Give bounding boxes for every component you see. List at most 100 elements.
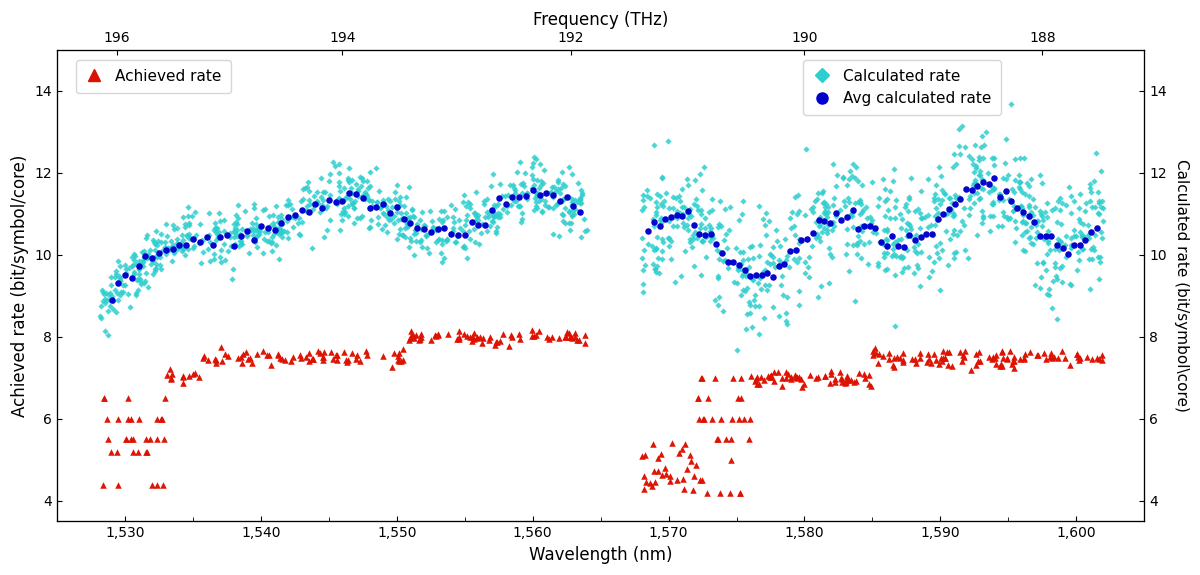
Point	[773, 381, 792, 390]
Point	[882, 251, 901, 260]
Point	[944, 248, 964, 258]
Point	[498, 190, 517, 200]
Point	[772, 258, 791, 267]
Point	[802, 205, 821, 214]
Point	[940, 205, 959, 214]
Point	[727, 278, 746, 288]
Point	[1085, 202, 1104, 211]
Point	[551, 197, 570, 206]
Point	[394, 214, 413, 223]
Point	[550, 231, 569, 240]
Point	[1070, 217, 1090, 227]
Point	[1033, 216, 1052, 225]
Point	[770, 241, 790, 250]
Point	[708, 435, 727, 444]
Point	[154, 246, 173, 255]
Point	[659, 136, 678, 145]
Point	[894, 252, 913, 262]
Point	[971, 143, 990, 152]
Point	[319, 196, 338, 205]
Point	[392, 231, 412, 240]
Point	[973, 185, 992, 194]
Point	[300, 196, 319, 205]
Point	[896, 225, 916, 235]
Point	[780, 213, 799, 223]
Point	[553, 217, 572, 226]
Point	[152, 414, 172, 423]
Point	[922, 359, 941, 368]
Point	[116, 264, 136, 274]
X-axis label: Wavelength (nm): Wavelength (nm)	[529, 546, 672, 564]
Point	[91, 313, 110, 322]
Point	[481, 182, 500, 191]
Point	[1061, 279, 1080, 289]
Point	[356, 177, 376, 186]
Point	[942, 198, 961, 208]
Point	[1036, 232, 1055, 241]
Point	[697, 488, 716, 497]
Point	[200, 256, 220, 265]
Point	[650, 222, 670, 231]
Point	[430, 235, 449, 244]
Point	[792, 382, 811, 392]
Point	[294, 184, 313, 193]
Point	[1014, 210, 1033, 220]
Point	[847, 239, 866, 248]
Point	[827, 170, 846, 179]
Point	[180, 219, 199, 228]
Point	[1068, 349, 1087, 358]
Point	[138, 447, 157, 457]
Point	[826, 182, 845, 191]
Point	[398, 213, 418, 223]
Point	[938, 360, 958, 369]
Point	[478, 227, 497, 236]
Point	[848, 176, 868, 185]
Point	[226, 242, 245, 251]
Point	[127, 275, 146, 285]
Point	[814, 199, 833, 208]
Point	[661, 255, 680, 264]
Point	[916, 213, 935, 222]
Point	[466, 187, 485, 197]
Point	[130, 264, 149, 274]
Point	[1060, 183, 1079, 192]
Point	[967, 179, 986, 188]
Point	[296, 207, 316, 216]
Point	[667, 211, 686, 220]
Point	[890, 252, 910, 261]
Point	[180, 233, 199, 243]
Point	[692, 236, 712, 246]
Point	[1004, 356, 1024, 366]
Point	[488, 208, 508, 217]
Point	[116, 435, 136, 444]
Point	[818, 202, 838, 212]
Point	[1049, 197, 1068, 206]
Point	[1015, 350, 1034, 359]
Point	[983, 154, 1002, 163]
Point	[1003, 206, 1022, 215]
Point	[288, 218, 307, 228]
Point	[119, 394, 138, 403]
Point	[824, 222, 844, 231]
Point	[532, 177, 551, 186]
Point	[652, 214, 671, 223]
Point	[486, 228, 505, 237]
Point	[179, 202, 198, 212]
Point	[449, 333, 468, 342]
Point	[1014, 353, 1033, 362]
Point	[979, 352, 998, 361]
Point	[247, 224, 266, 233]
Point	[876, 196, 895, 205]
Point	[461, 234, 480, 243]
Point	[910, 223, 929, 232]
Point	[496, 200, 515, 209]
Point	[478, 194, 497, 204]
Point	[218, 352, 238, 361]
Point	[1052, 199, 1072, 208]
Point	[397, 223, 416, 232]
Point	[1088, 187, 1108, 197]
Point	[452, 227, 472, 236]
Point	[238, 231, 257, 240]
Point	[178, 231, 197, 240]
Point	[359, 183, 378, 192]
